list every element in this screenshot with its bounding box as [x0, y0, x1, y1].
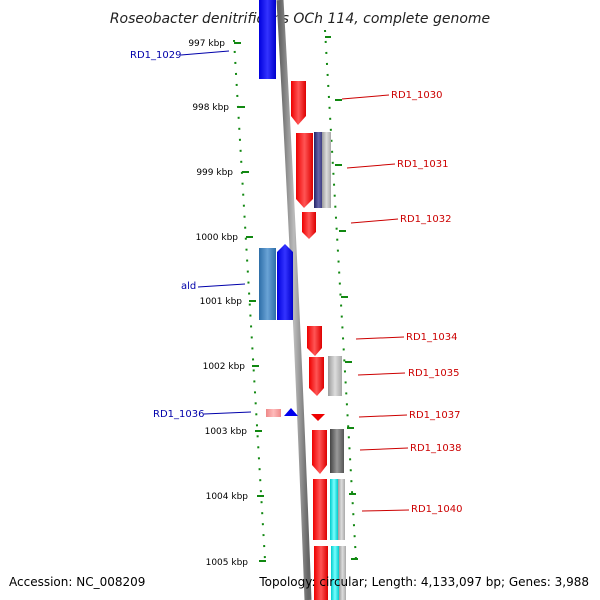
gene-rd1-1031[interactable]: [296, 133, 313, 208]
kbp-label: 1001 kbp: [200, 297, 243, 307]
gene-label-rd1-1037[interactable]: RD1_1037: [409, 410, 460, 421]
label-leader: [358, 414, 408, 418]
reverse-strand-genes: [291, 81, 346, 600]
label-leader: [346, 163, 396, 169]
kbp-label: 998 kbp: [192, 103, 229, 113]
kbp-label: 1002 kbp: [203, 362, 246, 372]
gene-rd1-1038[interactable]: [312, 430, 327, 474]
label-leader: [359, 447, 409, 451]
label-leader: [361, 509, 410, 512]
gene-rd1-1035[interactable]: [309, 357, 324, 396]
genome-summary-text: Topology: circular; Length: 4,133,097 bp…: [258, 575, 589, 589]
gene-rd1-1030[interactable]: [291, 81, 306, 125]
gene-next-gray[interactable]: [339, 546, 346, 600]
kbp-ruler: 997 kbp 998 kbp 999 kbp 1000 kbp 1001 kb…: [188, 39, 266, 568]
forward-strand-genes: [259, 0, 298, 417]
gene-label-rd1-1034[interactable]: RD1_1034: [406, 332, 457, 343]
gene-label-rd1-1036[interactable]: RD1_1036: [153, 409, 204, 420]
gene-rd1-1035-gray[interactable]: [328, 356, 342, 396]
gene-small-forward-arrow[interactable]: [284, 408, 298, 416]
gene-label-rd1-1030[interactable]: RD1_1030: [391, 90, 442, 101]
gene-rd1-1031-gray[interactable]: [322, 132, 331, 208]
label-leader: [341, 94, 390, 100]
accession-text: Accession: NC_008209: [9, 575, 145, 589]
kbp-label: 1004 kbp: [206, 492, 249, 502]
gene-rd1-1040-cyan[interactable]: [330, 479, 338, 540]
kbp-label: 997 kbp: [188, 39, 225, 49]
gene-label-rd1-1032[interactable]: RD1_1032: [400, 214, 451, 225]
gene-rd1-1038-dark[interactable]: [330, 429, 344, 473]
gene-forward-arrow[interactable]: [277, 244, 293, 320]
left-gene-labels: RD1_1029 ald RD1_1036: [130, 50, 252, 420]
gene-next-red[interactable]: [314, 546, 328, 600]
label-leader: [357, 372, 406, 376]
gene-rd1-1034[interactable]: [307, 326, 322, 356]
gene-label-rd1-1038[interactable]: RD1_1038: [410, 443, 461, 454]
gene-rd1-1037[interactable]: [311, 414, 325, 421]
kbp-label: 1000 kbp: [196, 233, 239, 243]
gene-rd1-1029[interactable]: [259, 0, 276, 79]
right-gene-labels: RD1_1030 RD1_1031 RD1_1032 RD1_1034 RD1_…: [341, 90, 462, 515]
gene-label-ald[interactable]: ald: [181, 281, 196, 292]
label-leader: [350, 218, 399, 224]
label-leader: [203, 411, 252, 415]
gene-label-rd1-1035[interactable]: RD1_1035: [408, 368, 459, 379]
gene-rd1-1032[interactable]: [302, 212, 316, 239]
gene-label-rd1-1040[interactable]: RD1_1040: [411, 504, 462, 515]
gene-rd1-1031-partner[interactable]: [314, 132, 323, 208]
gene-rd1-1040[interactable]: [313, 479, 327, 540]
gene-ald[interactable]: [259, 248, 276, 320]
gene-rd1-1040-gray[interactable]: [338, 479, 345, 540]
label-leader: [355, 336, 405, 340]
label-leader: [180, 50, 230, 56]
gene-label-rd1-1031[interactable]: RD1_1031: [397, 159, 448, 170]
gene-next-cyan[interactable]: [331, 546, 339, 600]
kbp-label: 999 kbp: [196, 168, 233, 178]
gene-label-rd1-1029[interactable]: RD1_1029: [130, 50, 181, 61]
label-leader: [197, 283, 246, 288]
right-tick-track: [324, 29, 357, 561]
right-ticks: [325, 36, 358, 560]
genome-backbone: [276, 0, 312, 600]
map-title: Roseobacter denitrificans OCh 114, compl…: [110, 11, 490, 27]
gene-rd1-1036[interactable]: [266, 409, 281, 417]
kbp-label: 1005 kbp: [206, 558, 249, 568]
kbp-label: 1003 kbp: [205, 427, 248, 437]
